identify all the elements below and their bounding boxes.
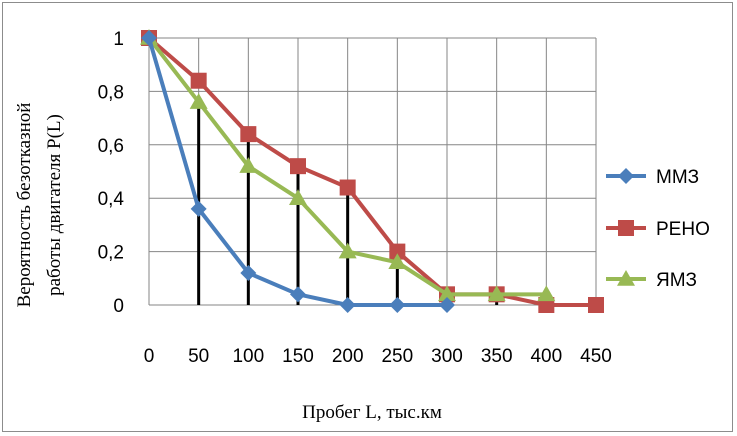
x-tick-label: 350 (481, 346, 513, 367)
x-tick-label: 50 (188, 346, 209, 367)
series-point-2 (189, 93, 208, 109)
y-tick-label: 0,2 (98, 243, 124, 264)
series-point-2 (388, 253, 407, 270)
legend-label: РЕНО (656, 219, 710, 240)
y-tick-label: 0,6 (98, 136, 124, 157)
legend-label: ЯМЗ (656, 270, 697, 291)
x-tick-label: 400 (530, 346, 562, 367)
legend-marker-1 (618, 220, 634, 236)
y-tick-label: 0,8 (98, 82, 124, 103)
series-point-1 (389, 243, 406, 260)
series-point-1 (190, 72, 207, 89)
x-tick-label: 150 (282, 346, 314, 367)
x-tick-label: 450 (580, 346, 612, 367)
x-tick-label: 100 (232, 346, 264, 367)
x-tick-label: 250 (381, 346, 413, 367)
x-tick-labels: 0 50 100 150 200 250 300 350 400 450 (144, 346, 612, 367)
series-point-0 (240, 264, 257, 281)
series-point-0 (439, 297, 455, 313)
series-point-2 (438, 285, 456, 302)
series-point-0 (141, 30, 157, 46)
series-point-2 (537, 285, 556, 302)
y-tick-labels: 0 0,2 0,4 0,6 0,8 1 (98, 29, 125, 317)
legend-label: ММЗ (656, 167, 699, 188)
legend-marker-0 (618, 168, 634, 184)
y-tick-label: 0 (113, 296, 124, 317)
series-point-2 (487, 285, 506, 302)
legend-marker-2 (617, 270, 635, 286)
y-tick-label: 1 (113, 29, 124, 50)
series-point-0 (290, 286, 306, 303)
y-tick-label: 0,4 (98, 189, 125, 210)
series-point-0 (389, 297, 406, 313)
series-line-1 (147, 36, 596, 307)
series-point-0 (190, 200, 207, 217)
series-group (140, 29, 604, 313)
series-point-1 (339, 179, 356, 196)
y-axis-title-line-2: работы двигателя P(L) (44, 114, 65, 296)
series-point-1 (240, 126, 257, 143)
series-point-2 (239, 157, 258, 173)
y-axis-title: Вероятность безотказной работы двигателя… (14, 103, 65, 308)
x-tick-label: 300 (431, 346, 463, 367)
series-point-1 (290, 158, 306, 175)
legend: ММЗ РЕНО ЯМЗ (606, 167, 710, 291)
series-point-0 (339, 297, 356, 313)
x-tick-label: 200 (332, 346, 364, 367)
series-point-1 (588, 297, 604, 313)
series-point-2 (338, 242, 357, 259)
chart-frame (2, 2, 733, 432)
gridlines (148, 37, 597, 306)
x-tick-label: 0 (144, 346, 155, 367)
y-axis-title-line-1: Вероятность безотказной (14, 103, 35, 308)
series-point-2 (289, 189, 307, 205)
x-axis-title: Пробег L, тыс.км (302, 402, 442, 423)
